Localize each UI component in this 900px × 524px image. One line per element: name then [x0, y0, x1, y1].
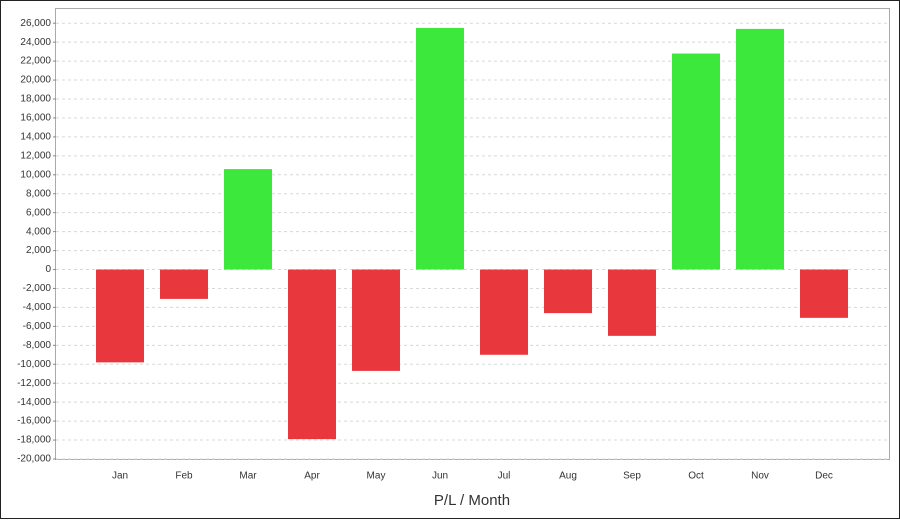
y-tick-label: 18,000	[20, 94, 51, 105]
y-tick-label: 24,000	[20, 37, 51, 48]
x-tick-label: Sep	[623, 471, 641, 482]
y-tick-label: 6,000	[26, 207, 51, 218]
y-tick-label: -2,000	[23, 283, 52, 294]
y-tick-label: -14,000	[17, 397, 51, 408]
bar	[416, 27, 464, 270]
y-tick-label: 20,000	[20, 75, 51, 86]
x-tick-label: Jun	[432, 471, 448, 482]
bar	[672, 53, 720, 270]
y-tick-label: 0	[45, 264, 51, 275]
x-tick-label: Jan	[112, 471, 128, 482]
x-tick-label: Dec	[815, 471, 833, 482]
bar	[288, 269, 336, 440]
y-tick-label: 12,000	[20, 150, 51, 161]
y-tick-label: 26,000	[20, 18, 51, 29]
x-tick-label: Jul	[498, 471, 511, 482]
x-tick-label: Feb	[175, 471, 193, 482]
bar	[480, 269, 528, 355]
bar	[544, 269, 592, 314]
y-tick-label: 2,000	[26, 245, 51, 256]
y-tick-label: -10,000	[17, 359, 51, 370]
y-tick-label: 16,000	[20, 113, 51, 124]
x-tick-label: Apr	[304, 471, 320, 482]
bar	[96, 269, 144, 363]
x-tick-label: Nov	[751, 471, 769, 482]
bar	[160, 269, 208, 299]
bar	[608, 269, 656, 336]
x-axis-label: P/L / Month	[434, 492, 510, 509]
x-tick-label: Aug	[559, 471, 577, 482]
bar	[800, 269, 848, 318]
y-tick-label: -18,000	[17, 435, 51, 446]
bar	[224, 169, 272, 270]
x-tick-label: May	[367, 471, 386, 482]
y-tick-label: -8,000	[23, 340, 52, 351]
y-tick-label: -4,000	[23, 302, 52, 313]
y-tick-label: -16,000	[17, 416, 51, 427]
bar	[352, 269, 400, 371]
y-tick-label: -12,000	[17, 378, 51, 389]
x-tick-label: Mar	[239, 471, 257, 482]
bar	[736, 28, 784, 270]
y-tick-label: -6,000	[23, 321, 52, 332]
y-tick-label: 8,000	[26, 188, 51, 199]
y-tick-label: 10,000	[20, 169, 51, 180]
x-tick-label: Oct	[688, 471, 704, 482]
y-tick-label: 4,000	[26, 226, 51, 237]
y-tick-label: 14,000	[20, 132, 51, 143]
y-tick-label: 22,000	[20, 56, 51, 67]
y-tick-label: -20,000	[17, 454, 51, 465]
